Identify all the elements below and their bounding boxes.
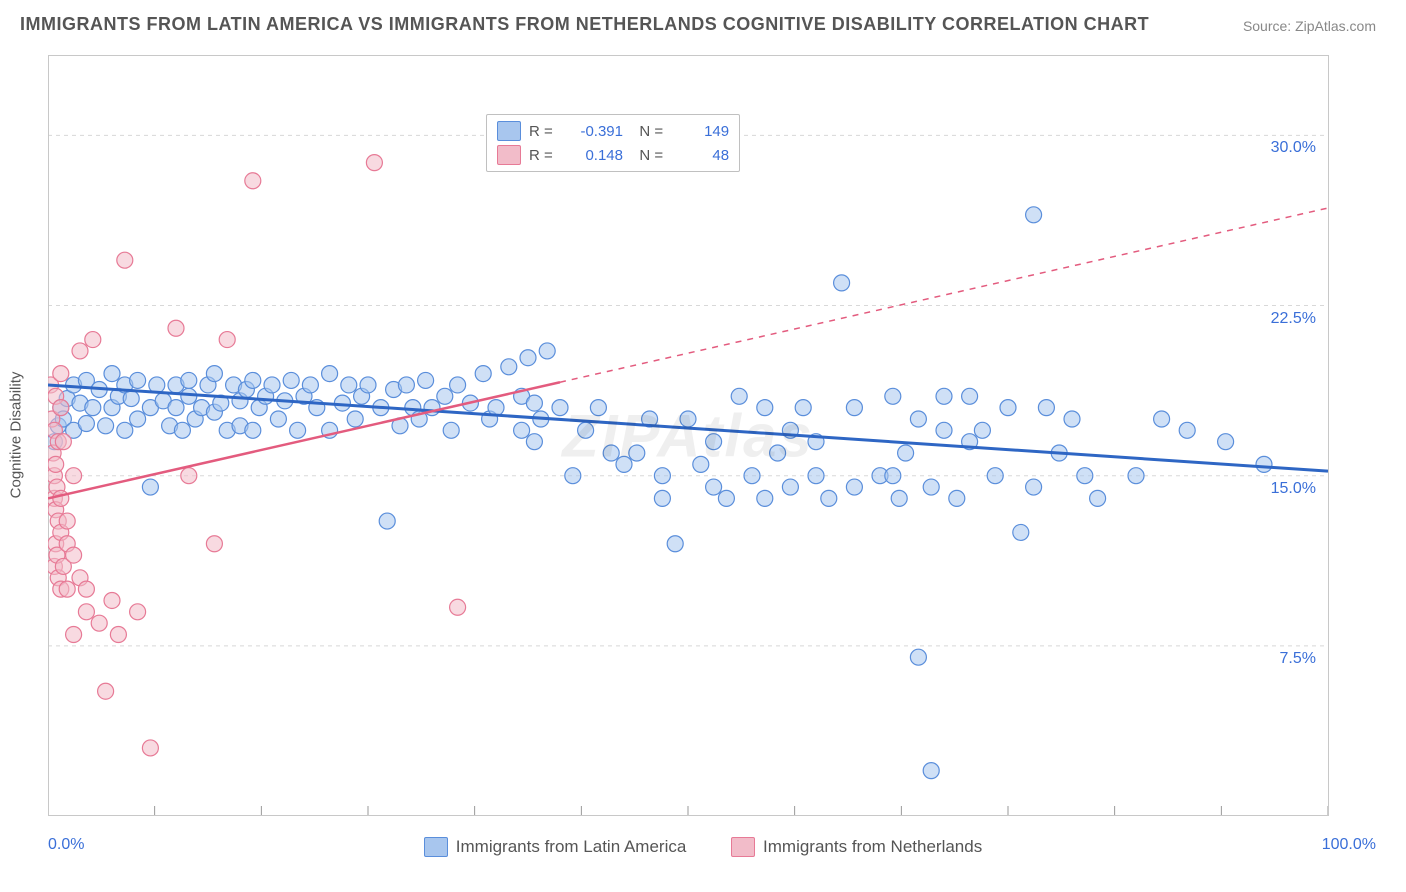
swatch-pink: [497, 145, 521, 165]
stat-label-r: R =: [529, 147, 557, 164]
series-legend-item: Immigrants from Latin America: [424, 837, 687, 857]
y-tick-label: 15.0%: [1271, 480, 1316, 498]
stats-legend: R = -0.391 N = 149 R = 0.148 N = 48: [486, 114, 740, 172]
stat-value-n-1: 149: [671, 123, 729, 140]
chart-container: IMMIGRANTS FROM LATIN AMERICA VS IMMIGRA…: [0, 0, 1406, 892]
stat-value-r-1: -0.391: [565, 123, 623, 140]
series-legend-item: Immigrants from Netherlands: [731, 837, 982, 857]
stat-label-n: N =: [631, 123, 663, 140]
series-legend: Immigrants from Latin America Immigrants…: [0, 837, 1406, 862]
swatch-pink: [731, 837, 755, 857]
y-tick-label: 30.0%: [1271, 139, 1316, 157]
plot-area: ZIPAtlas R = -0.391 N = 149 R = 0.148 N …: [48, 55, 1329, 816]
y-tick-label: 7.5%: [1280, 650, 1316, 668]
stat-label-r: R =: [529, 123, 557, 140]
series-label: Immigrants from Latin America: [456, 837, 687, 857]
y-tick-label: 22.5%: [1271, 310, 1316, 328]
chart-title: IMMIGRANTS FROM LATIN AMERICA VS IMMIGRA…: [20, 14, 1149, 35]
series-label: Immigrants from Netherlands: [763, 837, 982, 857]
stat-value-r-2: 0.148: [565, 147, 623, 164]
source-attribution: Source: ZipAtlas.com: [1243, 18, 1376, 34]
y-axis-title: Cognitive Disability: [8, 372, 25, 499]
swatch-blue: [424, 837, 448, 857]
stats-legend-row: R = -0.391 N = 149: [497, 119, 729, 143]
stats-legend-row: R = 0.148 N = 48: [497, 143, 729, 167]
swatch-blue: [497, 121, 521, 141]
stat-value-n-2: 48: [671, 147, 729, 164]
stat-label-n: N =: [631, 147, 663, 164]
